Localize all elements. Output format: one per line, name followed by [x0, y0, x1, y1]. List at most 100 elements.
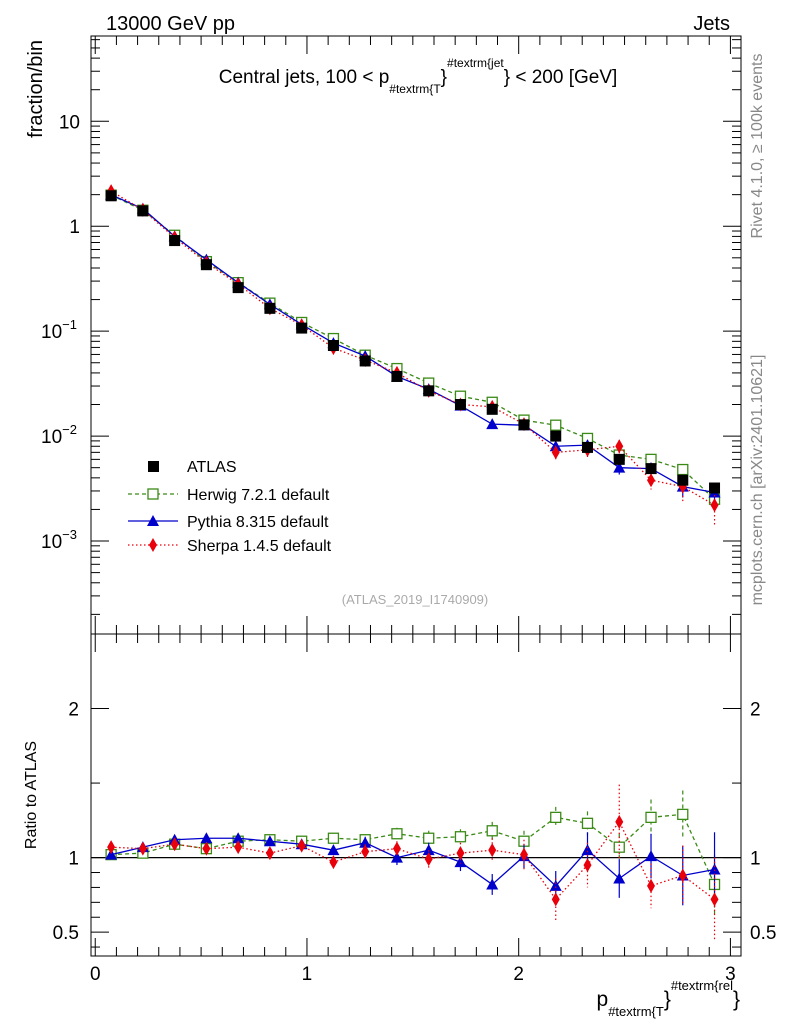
ratio-plot-frame: [90, 633, 742, 957]
main-sherpa-marker: [647, 473, 656, 488]
ratio-pythia-marker: [327, 844, 340, 856]
ratio-sherpa-marker: [424, 852, 433, 867]
main-atlas-marker: [550, 430, 562, 442]
ratio-sherpa-marker: [297, 838, 306, 853]
ratio-y-tick-label-right: 1: [750, 849, 761, 870]
main-y-tick-label: 1: [69, 217, 80, 238]
ratio-sherpa-marker: [234, 840, 243, 855]
ratio-sherpa-marker: [583, 858, 592, 873]
ratio-sherpa-marker: [519, 847, 528, 862]
title-part-sub: #textrm{T: [389, 82, 441, 96]
main-sherpa-marker: [551, 445, 560, 460]
ratio-sherpa-marker: [647, 878, 656, 893]
ratio-pythia-marker: [645, 850, 658, 862]
main-y-tick-label: 10−1: [41, 317, 77, 343]
main-atlas-marker: [581, 441, 593, 453]
legend-item-herwig: Herwig 7.2.1 default: [128, 487, 330, 504]
tick-label-exponent: −3: [62, 527, 77, 542]
ratio-herwig-marker: [391, 828, 403, 840]
main-herwig-marker: [550, 419, 562, 431]
main-axis-ticks: [91, 36, 741, 634]
xlabel-mid: }: [664, 988, 671, 1011]
main-sherpa-line: [110, 190, 715, 506]
ratio-sherpa-marker: [170, 837, 179, 852]
ratio-sherpa-marker: [265, 846, 274, 861]
ratio-herwig-marker: [454, 831, 467, 843]
tick-label-exponent: −1: [62, 317, 77, 332]
legend: ATLAS Herwig 7.2.1 default Pythia 8.315 …: [128, 459, 332, 555]
x-tick-label: 1: [302, 964, 313, 985]
ratio-sherpa-line: [111, 820, 715, 901]
x-axis-label: p#textrm{T}#textrm{rel}: [597, 978, 740, 1019]
main-atlas-marker: [327, 340, 339, 352]
ratio-sherpa-marker: [456, 846, 465, 861]
ratio-pythia-marker: [200, 832, 213, 844]
main-atlas-marker: [677, 474, 689, 486]
main-y-tick-label: 10: [59, 112, 80, 133]
main-pythia-marker: [486, 418, 499, 430]
ratio-pythia-marker: [549, 879, 562, 891]
main-title: Central jets, 100 < p#textrm{T}#textrm{j…: [219, 56, 618, 96]
main-atlas-marker: [296, 322, 308, 334]
main-atlas-marker: [359, 355, 371, 367]
main-y-axis-label: fraction/bin: [25, 40, 47, 138]
side-text-upper: Rivet 4.1.0, ≥ 100k events: [749, 54, 766, 239]
ratio-y-tick-label-right: 0.5: [750, 923, 776, 944]
ratio-series-layer: [105, 784, 721, 942]
main-pythia-line: [110, 194, 715, 494]
ratio-y-tick-label-left: 0.5: [53, 923, 79, 944]
main-series-layer: [105, 184, 721, 526]
ratio-herwig-series: [105, 790, 721, 915]
ratio-axis-ticks: [91, 634, 741, 956]
ratio-herwig-marker: [613, 841, 625, 853]
ratio-sherpa-marker: [138, 841, 147, 856]
legend-atlas-marker: [148, 461, 159, 472]
tick-label-exponent: −2: [62, 422, 77, 437]
ratio-sherpa-marker: [615, 814, 624, 829]
ratio-x-tick-labels: 0 1 2 3: [90, 964, 736, 985]
ratio-sherpa-marker: [488, 843, 497, 858]
main-atlas-marker: [264, 302, 276, 314]
main-atlas-marker: [137, 205, 149, 217]
legend-herwig-marker: [147, 488, 159, 500]
ratio-herwig-marker: [550, 811, 562, 824]
legend-herwig-label: Herwig 7.2.1 default: [187, 487, 330, 504]
main-y-tick-label: 10−3: [41, 527, 77, 553]
main-atlas-marker: [613, 453, 625, 465]
xlabel-sup: #textrm{rel: [671, 978, 733, 993]
legend-atlas-label: ATLAS: [187, 459, 237, 476]
main-atlas-marker: [454, 399, 466, 411]
ratio-pythia-marker: [581, 844, 594, 856]
main-pythia-series: [105, 188, 721, 504]
ratio-y-tick-label-left: 1: [68, 849, 79, 870]
ratio-pythia-marker: [359, 836, 372, 848]
title-part-before: Central jets, 100 < p: [219, 67, 390, 88]
ratio-sherpa-series: [107, 784, 719, 942]
header-right: Jets: [693, 13, 730, 35]
ratio-pythia-marker: [263, 835, 276, 847]
legend-pythia-label: Pythia 8.315 default: [187, 514, 329, 531]
ratio-pythia-marker: [486, 878, 499, 890]
main-atlas-series: [105, 190, 721, 494]
main-atlas-marker: [423, 385, 435, 397]
main-atlas-marker: [391, 370, 403, 382]
x-tick-label: 0: [90, 964, 101, 985]
ratio-pythia-marker: [232, 832, 245, 844]
main-atlas-marker: [518, 419, 530, 431]
title-part-after: } < 200 [GeV]: [504, 67, 618, 88]
side-text-lower: mcplots.cern.ch [arXiv:2401.10621]: [749, 355, 766, 606]
tick-label-base: 10: [41, 532, 62, 553]
ratio-sherpa-marker: [107, 840, 116, 855]
ratio-herwig-marker: [677, 808, 689, 821]
legend-item-sherpa: Sherpa 1.4.5 default: [128, 538, 332, 555]
x-tick-label: 2: [513, 964, 524, 985]
legend-sherpa-label: Sherpa 1.4.5 default: [187, 538, 332, 555]
ratio-sherpa-marker: [361, 844, 370, 859]
ratio-sherpa-marker: [710, 892, 719, 907]
ratio-herwig-marker: [486, 825, 498, 837]
ratio-pythia-marker: [454, 856, 467, 868]
analysis-watermark: (ATLAS_2019_I1740909): [342, 592, 488, 607]
title-part-sup: #textrm{jet: [447, 56, 504, 70]
xlabel-after: }: [733, 988, 740, 1011]
